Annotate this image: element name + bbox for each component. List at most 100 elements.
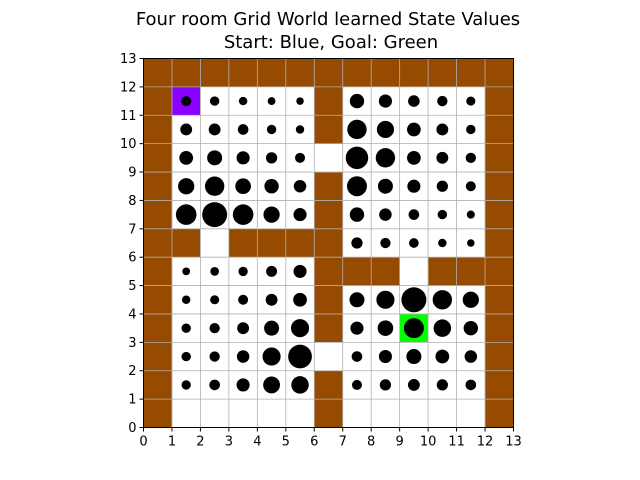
open-cell bbox=[456, 399, 486, 428]
open-cell bbox=[285, 399, 315, 428]
plot-area bbox=[143, 58, 514, 428]
state-value-marker bbox=[406, 349, 422, 365]
state-value-marker bbox=[265, 293, 278, 306]
state-value-marker bbox=[409, 238, 419, 248]
x-tick-label: 5 bbox=[282, 435, 290, 450]
state-value-marker bbox=[349, 292, 365, 308]
state-value-marker bbox=[209, 96, 220, 106]
state-value-marker bbox=[296, 97, 304, 105]
state-value-marker bbox=[236, 151, 250, 165]
state-value-marker bbox=[209, 322, 220, 334]
state-value-marker bbox=[436, 180, 448, 192]
state-value-marker bbox=[237, 124, 249, 135]
open-cell bbox=[228, 399, 258, 428]
x-tick-label: 8 bbox=[367, 435, 375, 450]
state-value-marker bbox=[293, 264, 307, 278]
state-value-marker bbox=[465, 181, 476, 192]
state-value-marker bbox=[291, 376, 309, 394]
state-value-marker bbox=[264, 179, 279, 194]
state-value-marker bbox=[407, 378, 420, 391]
open-cell bbox=[171, 399, 201, 428]
state-value-marker bbox=[380, 237, 391, 249]
y-tick-label: 2 bbox=[128, 364, 136, 379]
x-tick-label: 13 bbox=[505, 435, 522, 450]
state-value-marker bbox=[351, 237, 363, 249]
open-cell bbox=[399, 399, 429, 428]
state-value-marker bbox=[351, 351, 363, 362]
state-value-marker bbox=[463, 320, 478, 336]
state-value-marker bbox=[204, 176, 225, 196]
state-value-marker bbox=[466, 124, 476, 135]
state-value-marker bbox=[351, 379, 362, 390]
y-tick-label: 3 bbox=[128, 336, 136, 351]
state-value-marker bbox=[236, 378, 250, 392]
state-value-marker bbox=[349, 207, 365, 222]
open-cell bbox=[399, 257, 429, 286]
state-value-marker bbox=[407, 150, 421, 165]
state-value-marker bbox=[208, 123, 221, 136]
state-value-marker bbox=[438, 238, 447, 248]
state-value-marker bbox=[237, 322, 250, 335]
y-tick-label: 10 bbox=[120, 137, 137, 152]
x-tick-label: 1 bbox=[168, 435, 176, 450]
state-value-marker bbox=[462, 291, 479, 308]
x-tick-label: 6 bbox=[310, 435, 318, 450]
state-value-marker bbox=[465, 379, 477, 391]
state-value-marker bbox=[263, 206, 280, 223]
state-value-marker bbox=[377, 178, 393, 194]
state-value-marker bbox=[209, 379, 220, 391]
state-value-marker bbox=[210, 295, 220, 305]
state-value-marker bbox=[266, 265, 278, 277]
state-value-marker bbox=[467, 239, 475, 247]
y-tick-label: 0 bbox=[128, 421, 136, 436]
state-value-marker bbox=[437, 95, 448, 107]
state-value-marker bbox=[378, 349, 392, 364]
state-value-marker bbox=[379, 379, 392, 391]
state-value-marker bbox=[408, 95, 420, 107]
state-value-marker bbox=[465, 152, 476, 164]
x-tick-label: 12 bbox=[477, 435, 494, 450]
y-tick-label: 6 bbox=[128, 251, 136, 266]
state-value-marker bbox=[407, 179, 421, 193]
state-value-marker bbox=[290, 319, 310, 338]
state-value-marker bbox=[345, 146, 369, 170]
state-value-marker bbox=[181, 351, 191, 362]
state-value-marker bbox=[235, 178, 251, 195]
state-value-marker bbox=[181, 96, 192, 107]
state-value-marker bbox=[407, 122, 421, 137]
state-value-marker bbox=[207, 150, 223, 166]
state-value-marker bbox=[432, 290, 453, 310]
state-value-marker bbox=[210, 267, 220, 276]
x-tick-label: 11 bbox=[448, 435, 465, 450]
state-value-marker bbox=[436, 151, 449, 164]
x-tick-label: 4 bbox=[253, 435, 261, 450]
state-value-marker bbox=[266, 124, 277, 135]
y-tick-label: 1 bbox=[128, 393, 136, 408]
state-value-marker bbox=[293, 292, 307, 307]
state-value-marker bbox=[238, 266, 248, 277]
open-cell bbox=[428, 399, 457, 428]
state-value-marker bbox=[466, 96, 476, 106]
state-value-marker bbox=[180, 123, 193, 136]
state-value-marker bbox=[350, 321, 364, 335]
x-tick-label: 2 bbox=[196, 435, 204, 450]
x-tick-label: 10 bbox=[420, 435, 437, 450]
state-value-marker bbox=[293, 179, 307, 193]
y-tick-label: 12 bbox=[120, 80, 137, 95]
y-tick-label: 11 bbox=[120, 109, 137, 124]
y-tick-label: 5 bbox=[128, 279, 136, 294]
y-tick-label: 4 bbox=[128, 307, 136, 322]
state-value-marker bbox=[377, 320, 394, 336]
y-tick-label: 7 bbox=[128, 222, 136, 237]
state-value-marker bbox=[202, 202, 228, 228]
state-value-marker bbox=[236, 350, 250, 363]
state-value-marker bbox=[435, 349, 450, 364]
state-value-marker bbox=[232, 204, 254, 225]
open-cell bbox=[200, 399, 229, 428]
state-value-marker bbox=[178, 178, 195, 195]
chart-title-line1: Four room Grid World learned State Value… bbox=[136, 9, 520, 30]
state-value-marker bbox=[265, 152, 278, 164]
axes-frame bbox=[143, 58, 514, 428]
state-value-marker bbox=[375, 148, 396, 168]
